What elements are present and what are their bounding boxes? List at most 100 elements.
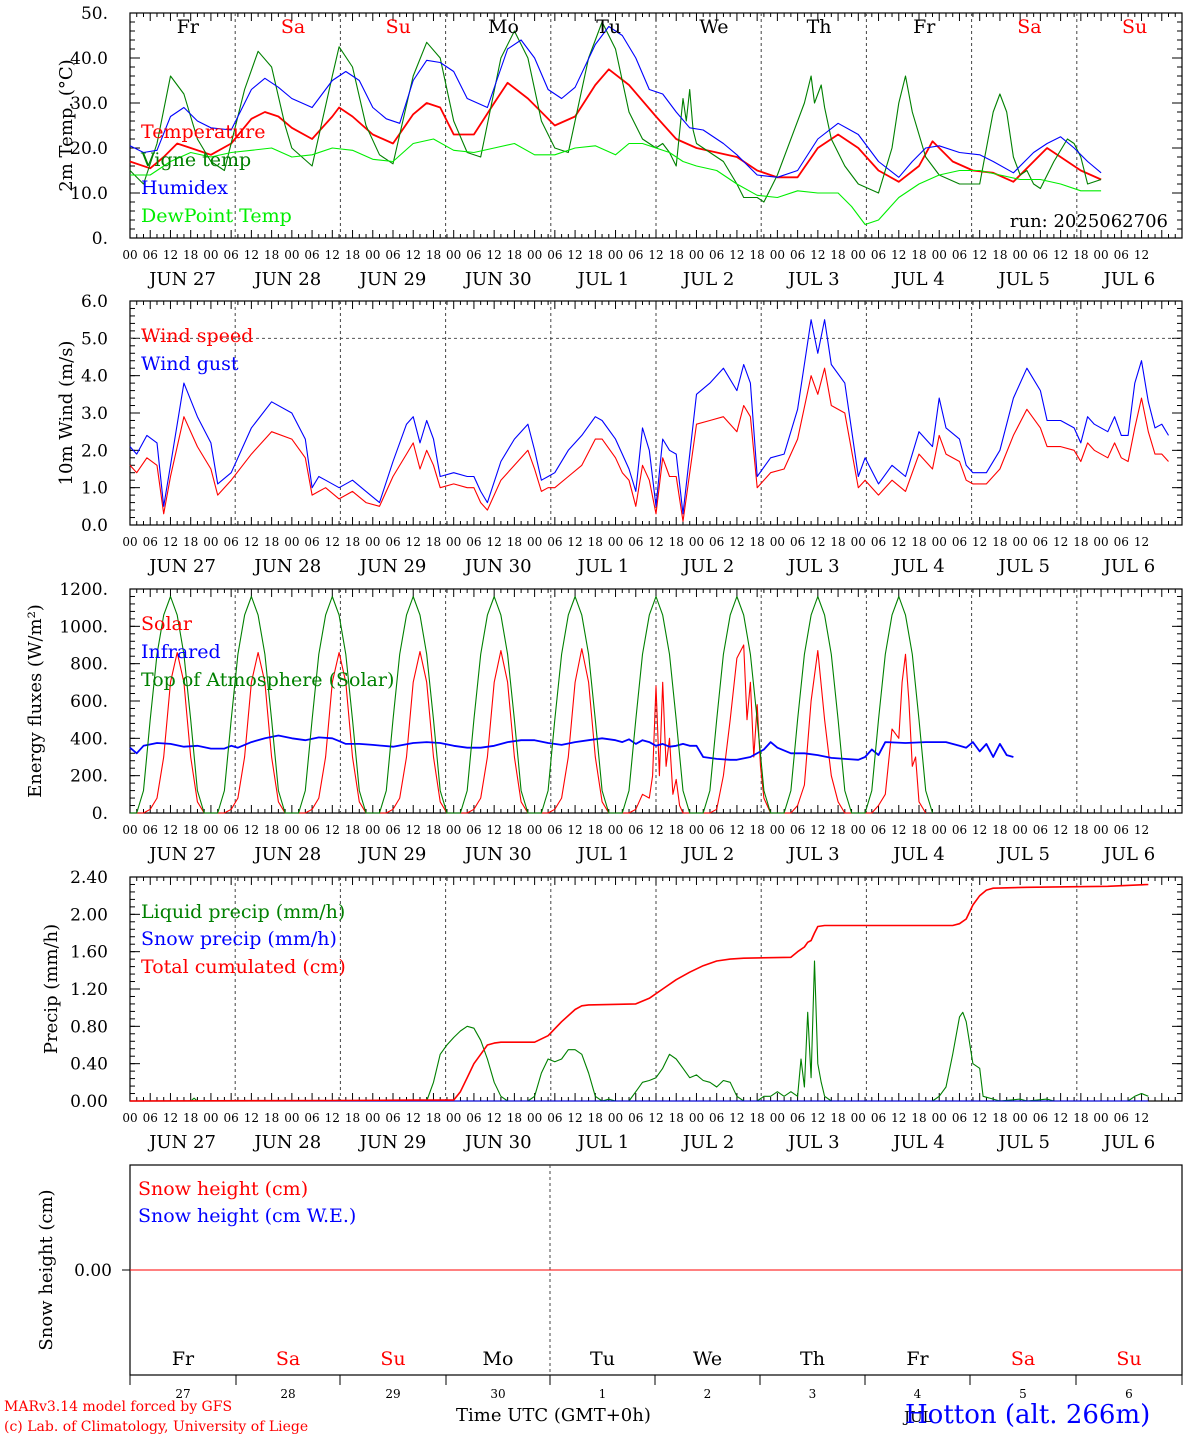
x-hour-label: 18 (669, 823, 684, 837)
x-hour-label: 00 (770, 1111, 785, 1125)
x-hour-label: 00 (1013, 248, 1028, 262)
x-date-label: JUL 5 (996, 556, 1050, 577)
x-hour-label: 18 (507, 1111, 522, 1125)
y-tick-label: 200. (70, 767, 108, 787)
y-tick-label: 2.0 (81, 441, 108, 461)
x-hour-label: 12 (972, 248, 987, 262)
x-hour-label: 18 (1073, 248, 1088, 262)
legend-entry: Wind speed (141, 325, 253, 347)
x-date-label: JUL 1 (576, 1132, 630, 1153)
x-hour-label: 00 (284, 823, 299, 837)
x-date-label: JUL 6 (1102, 269, 1156, 290)
x-date-label: JUL 6 (1102, 844, 1156, 865)
x-hour-label: 00 (608, 1111, 623, 1125)
x-hour-label: 12 (1134, 535, 1149, 549)
x-date-label: JUL 5 (996, 1132, 1050, 1153)
x-hour-label: 18 (1073, 823, 1088, 837)
x-hour-label: 00 (527, 823, 542, 837)
x-hour-label: 18 (992, 248, 1007, 262)
series-line-humidex (129, 25, 1102, 178)
x-hour-label: 00 (932, 535, 947, 549)
x-hour-label: 00 (689, 248, 704, 262)
x-date-label: JUL 6 (1102, 1132, 1156, 1153)
x-hour-label: 12 (406, 248, 421, 262)
x-hour-label: 12 (244, 823, 259, 837)
x-hour-label: 00 (446, 248, 461, 262)
day-number-label: 29 (385, 1387, 400, 1401)
day-of-week-label: Su (1116, 1348, 1141, 1370)
x-hour-label: 12 (648, 248, 663, 262)
x-hour-label: 06 (224, 248, 239, 262)
x-hour-label: 06 (1114, 248, 1129, 262)
y-tick-label: 0. (92, 804, 108, 824)
x-hour-label: 18 (911, 248, 926, 262)
x-hour-label: 18 (345, 248, 360, 262)
x-date-label: JUL 3 (786, 556, 840, 577)
x-hour-label: 06 (143, 535, 158, 549)
x-hour-label: 00 (608, 535, 623, 549)
x-hour-label: 12 (244, 248, 259, 262)
legend-entry: Snow height (cm) (138, 1178, 308, 1200)
x-hour-label: 06 (304, 248, 319, 262)
x-hour-label: 18 (669, 535, 684, 549)
x-hour-label: 06 (1114, 535, 1129, 549)
x-hour-label: 06 (790, 823, 805, 837)
y-tick-label: 0.80 (70, 1017, 108, 1037)
x-hour-label: 18 (264, 248, 279, 262)
x-hour-label: 18 (992, 535, 1007, 549)
day-of-week-label: Su (1122, 16, 1147, 38)
day-of-week-label: Sa (1017, 16, 1041, 38)
day-number-label: 1 (599, 1387, 607, 1401)
x-hour-label: 00 (527, 535, 542, 549)
x-hour-label: 06 (143, 248, 158, 262)
x-date-label: JUL 3 (786, 844, 840, 865)
x-hour-label: 00 (446, 1111, 461, 1125)
x-hour-label: 18 (183, 1111, 198, 1125)
x-date-label: JUL 1 (576, 269, 630, 290)
x-hour-label: 00 (365, 248, 380, 262)
x-hour-label: 12 (244, 1111, 259, 1125)
panel-frame-3 (129, 588, 1183, 814)
y-tick-label: 1.60 (70, 943, 108, 963)
x-hour-label: 06 (628, 535, 643, 549)
series-line-wind-gust (129, 319, 1169, 515)
x-hour-label: 06 (304, 535, 319, 549)
x-date-label: JUN 30 (463, 1132, 532, 1153)
y-tick-label: 4.0 (81, 367, 108, 387)
day-number-label: 28 (280, 1387, 295, 1401)
x-hour-label: 18 (426, 248, 441, 262)
day-of-week-label: Su (386, 16, 411, 38)
legend-entry: Humidex (141, 177, 228, 199)
x-date-label: JUL 4 (891, 269, 945, 290)
y-tick-label: 0. (92, 229, 108, 249)
x-hour-label: 18 (992, 823, 1007, 837)
x-date-label: JUN 29 (358, 269, 427, 290)
y-axis-label: Energy fluxes (W/m²) (25, 604, 46, 798)
x-hour-label: 00 (1013, 1111, 1028, 1125)
x-hour-label: 18 (426, 535, 441, 549)
x-date-label: JUL 2 (681, 844, 735, 865)
x-date-label: JUN 30 (463, 844, 532, 865)
y-tick-label: 5.0 (81, 329, 108, 349)
x-hour-label: 06 (547, 535, 562, 549)
x-hour-label: 06 (952, 535, 967, 549)
x-hour-label: 18 (992, 1111, 1007, 1125)
y-tick-label: 0.40 (70, 1055, 108, 1075)
y-tick-label: 600. (70, 692, 108, 712)
x-hour-label: 06 (1033, 535, 1048, 549)
x-hour-label: 00 (1093, 535, 1108, 549)
x-hour-label: 06 (1033, 1111, 1048, 1125)
y-tick-label: 400. (70, 729, 108, 749)
legend-entry: Vigne temp (140, 149, 251, 171)
x-hour-label: 12 (891, 1111, 906, 1125)
x-date-label: JUL 3 (786, 1132, 840, 1153)
x-hour-label: 06 (871, 823, 886, 837)
x-hour-label: 12 (487, 248, 502, 262)
x-hour-label: 00 (851, 248, 866, 262)
x-hour-label: 12 (325, 823, 340, 837)
day-of-week-label: Th (807, 16, 832, 38)
x-hour-label: 00 (689, 535, 704, 549)
x-hour-label: 12 (567, 1111, 582, 1125)
x-hour-label: 18 (830, 823, 845, 837)
